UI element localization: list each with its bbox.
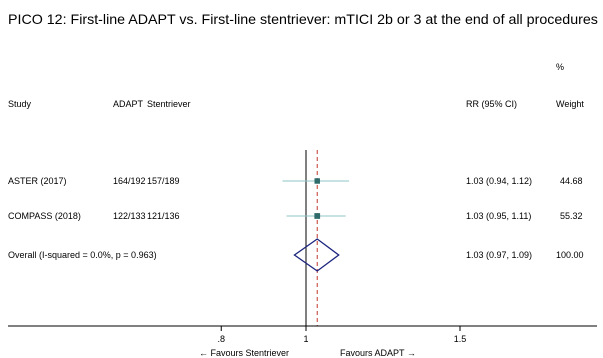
overall-effect-estimate: 1.03 (0.97, 1.09) bbox=[466, 250, 532, 260]
group1-header: ADAPT bbox=[113, 99, 144, 109]
group2-events: 157/189 bbox=[147, 176, 180, 186]
plot-marks bbox=[282, 150, 350, 326]
x-tick-label: .8 bbox=[217, 334, 225, 344]
weight-unit-header: % bbox=[556, 62, 564, 72]
effect-header: RR (95% CI) bbox=[466, 99, 517, 109]
study-label: ASTER (2017) bbox=[8, 176, 67, 186]
effect-estimate: 1.03 (0.95, 1.11) bbox=[466, 211, 531, 221]
study-label: COMPASS (2018) bbox=[8, 211, 81, 221]
study-header: Study bbox=[8, 99, 32, 109]
chart-title: PICO 12: First-line ADAPT vs. First-line… bbox=[8, 12, 598, 28]
favours-right-label: Favours ADAPT → bbox=[340, 348, 416, 358]
group1-events: 122/133 bbox=[113, 211, 146, 221]
x-axis-ticks: .8 1 1.5 bbox=[217, 326, 466, 344]
x-tick-label: 1 bbox=[303, 334, 308, 344]
overall-label: Overall (I-squared = 0.0%, p = 0.963) bbox=[8, 250, 157, 260]
study-marker bbox=[314, 213, 321, 219]
favours-left-label: ← Favours Stentriever bbox=[199, 348, 289, 358]
study-weight: 44.68 bbox=[560, 176, 583, 186]
study-weight: 55.32 bbox=[560, 211, 583, 221]
effect-estimate: 1.03 (0.94, 1.12) bbox=[466, 176, 532, 186]
overall-weight: 100.00 bbox=[556, 250, 584, 260]
group2-header: Stentriever bbox=[147, 99, 191, 109]
overall-diamond bbox=[293, 238, 340, 272]
group1-events: 164/192 bbox=[113, 176, 146, 186]
weight-header: Weight bbox=[556, 99, 584, 109]
study-rows: ASTER (2017) 164/192 157/189 1.03 (0.94, 1.… bbox=[8, 176, 584, 260]
study-marker bbox=[314, 178, 320, 184]
group2-events: 121/136 bbox=[147, 211, 180, 221]
x-tick-label: 1.5 bbox=[454, 334, 467, 344]
